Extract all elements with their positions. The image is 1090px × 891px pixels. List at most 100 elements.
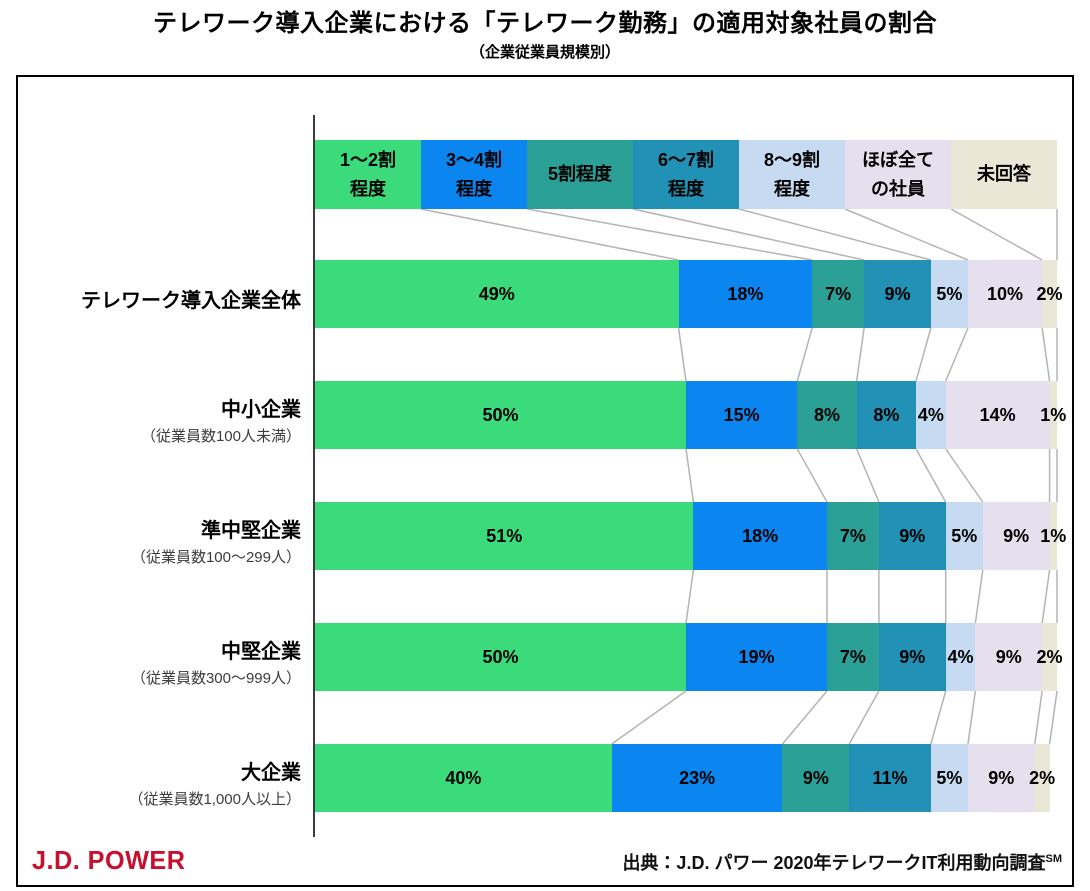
- bar-segment-0-3: 9%: [864, 260, 931, 328]
- legend-item-6: 未回答: [951, 140, 1057, 209]
- bar-segment-value: 11%: [872, 767, 908, 788]
- bar-segment-value: 23%: [679, 767, 716, 788]
- bar-segment-value: 8%: [873, 404, 900, 425]
- bar-segment-value: 15%: [723, 404, 760, 425]
- bar-segment-3-5: 9%: [975, 623, 1043, 691]
- bar-segment-value: 40%: [445, 767, 482, 788]
- category-name: 中堅企業: [221, 641, 301, 663]
- stacked-bar-1: 50% 15% 8% 8% 4% 14% 1%: [315, 381, 1066, 449]
- bar-segment-value: 19%: [738, 646, 775, 667]
- bar-segment-value: 1%: [1040, 404, 1067, 425]
- category-sublabel: （従業員数300～999人）: [130, 670, 301, 687]
- bar-segment-value: 2%: [1029, 767, 1056, 788]
- category-name: 中小企業: [221, 399, 301, 421]
- bar-segment-1-6: 1%: [1040, 381, 1066, 449]
- bar-segment-value: 4%: [947, 646, 974, 667]
- category-label-2: 準中堅企業 （従業員数100～299人）: [24, 502, 301, 584]
- category-sublabel: （従業員数100人未満）: [140, 428, 301, 445]
- bar-segment-value: 2%: [1036, 283, 1063, 304]
- bar-segment-value: 10%: [987, 283, 1024, 304]
- legend-item-3: 6～7割 程度: [633, 140, 739, 209]
- category-label-0: テレワーク導入企業全体: [24, 260, 301, 342]
- jdpower-logo: J.D. POWER: [32, 845, 186, 875]
- category-sublabel: （従業員数1,000人以上）: [128, 791, 301, 808]
- bar-segment-4-0: 40%: [315, 744, 612, 812]
- category-name: 準中堅企業: [201, 520, 301, 542]
- bar-segment-2-6: 1%: [1040, 502, 1066, 570]
- bar-segment-value: 9%: [802, 767, 829, 788]
- bar-segment-4-5: 9%: [967, 744, 1035, 812]
- bar-segment-value: 7%: [825, 283, 852, 304]
- stacked-bar-2: 51% 18% 7% 9% 5% 9% 1%: [315, 502, 1066, 570]
- legend: 1～2割 程度 3～4割 程度 5割程度 6～7割 程度 8～9割 程度 ほぼ全て の社員…: [315, 140, 1057, 209]
- legend-item-1: 3～4割 程度: [421, 140, 527, 209]
- bar-segment-2-3: 9%: [878, 502, 946, 570]
- bar-segment-3-1: 19%: [686, 623, 827, 691]
- bar-segment-2-1: 18%: [693, 502, 827, 570]
- bar-segment-0-1: 18%: [678, 260, 813, 328]
- legend-item-0: 1～2割 程度: [315, 140, 421, 209]
- bar-segment-0-4: 5%: [930, 260, 968, 328]
- bar-segment-value: 49%: [478, 283, 515, 304]
- source-text: 出典：J.D. パワー 2020年テレワークIT利用動向調査: [622, 853, 1046, 873]
- bar-segment-value: 50%: [482, 646, 519, 667]
- category-axis-line: [313, 115, 315, 837]
- legend-item-4: 8～9割 程度: [739, 140, 845, 209]
- bar-segment-value: 5%: [936, 283, 963, 304]
- bar-segment-4-4: 5%: [930, 744, 968, 812]
- bar-segment-1-0: 50%: [315, 381, 686, 449]
- bar-segment-value: 2%: [1036, 646, 1063, 667]
- chart-area: 1～2割 程度 3～4割 程度 5割程度 6～7割 程度 8～9割 程度 ほぼ全て の社員…: [16, 75, 1074, 887]
- bar-segment-3-4: 4%: [945, 623, 976, 691]
- bar-segment-3-3: 9%: [878, 623, 946, 691]
- bar-segment-value: 7%: [839, 646, 866, 667]
- bar-segment-4-1: 23%: [611, 744, 783, 812]
- bar-segment-2-0: 51%: [315, 502, 694, 570]
- bar-segment-2-2: 7%: [826, 502, 879, 570]
- stacked-bar-3: 50% 19% 7% 9% 4% 9% 2%: [315, 623, 1063, 691]
- category-name: 大企業: [241, 762, 301, 784]
- bar-segment-value: 14%: [979, 404, 1016, 425]
- bar-segment-value: 5%: [951, 525, 978, 546]
- bar-segment-value: 9%: [884, 283, 911, 304]
- bar-segment-value: 7%: [839, 525, 866, 546]
- stacked-bar-0: 49% 18% 7% 9% 5% 10% 2%: [315, 260, 1063, 328]
- bar-segment-value: 4%: [917, 404, 944, 425]
- bar-segment-1-1: 15%: [686, 381, 798, 449]
- bar-segment-value: 8%: [813, 404, 840, 425]
- bar-segment-4-3: 11%: [849, 744, 931, 812]
- bar-segment-0-2: 7%: [812, 260, 865, 328]
- bar-segment-value: 1%: [1040, 525, 1067, 546]
- bar-segment-value: 9%: [899, 646, 926, 667]
- bar-segment-value: 18%: [742, 525, 779, 546]
- bar-segment-value: 50%: [482, 404, 519, 425]
- category-label-3: 中堅企業 （従業員数300～999人）: [24, 623, 301, 705]
- bar-segment-value: 9%: [1003, 525, 1030, 546]
- bar-segment-3-0: 50%: [315, 623, 686, 691]
- category-label-1: 中小企業 （従業員数100人未満）: [24, 381, 301, 463]
- stacked-bar-4: 40% 23% 9% 11% 5% 9% 2%: [315, 744, 1055, 812]
- chart-title: テレワーク導入企業における「テレワーク勤務」の適用対象社員の割合: [153, 10, 937, 37]
- bar-segment-4-6: 2%: [1029, 744, 1055, 812]
- bar-segment-value: 9%: [995, 646, 1022, 667]
- chart-subtitle: （企業従業員規模別）: [469, 44, 620, 62]
- source-superscript: SM: [1045, 853, 1063, 865]
- bar-segment-1-3: 8%: [856, 381, 917, 449]
- bar-segment-2-5: 9%: [982, 502, 1050, 570]
- legend-item-2: 5割程度: [527, 140, 633, 209]
- bar-segment-4-2: 9%: [782, 744, 850, 812]
- bar-segment-value: 5%: [936, 767, 963, 788]
- category-sublabel: （従業員数100～299人）: [130, 549, 301, 566]
- bar-segment-0-0: 49%: [315, 260, 679, 328]
- bar-segment-3-6: 2%: [1037, 623, 1063, 691]
- bar-segment-0-5: 10%: [967, 260, 1043, 328]
- category-label-4: 大企業 （従業員数1,000人以上）: [24, 744, 301, 826]
- bar-segment-3-2: 7%: [826, 623, 879, 691]
- bar-segment-value: 18%: [727, 283, 764, 304]
- bar-segment-value: 9%: [988, 767, 1015, 788]
- bar-segment-2-4: 5%: [945, 502, 983, 570]
- bar-segment-value: 9%: [899, 525, 926, 546]
- legend-item-5: ほぼ全て の社員: [845, 140, 951, 209]
- bar-segment-1-2: 8%: [797, 381, 857, 449]
- bar-segment-1-4: 4%: [916, 381, 946, 449]
